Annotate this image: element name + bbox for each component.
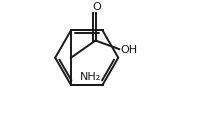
Text: NH₂: NH₂ xyxy=(80,72,101,82)
Text: OH: OH xyxy=(120,45,137,55)
Text: O: O xyxy=(92,2,101,12)
